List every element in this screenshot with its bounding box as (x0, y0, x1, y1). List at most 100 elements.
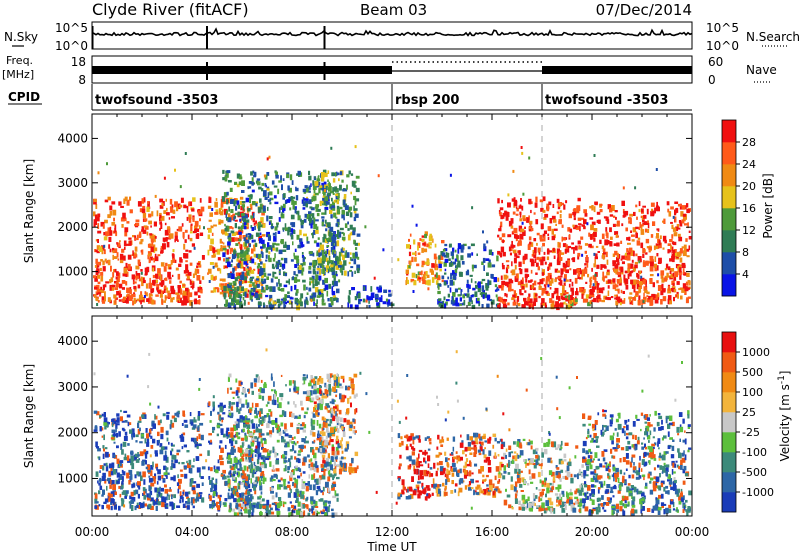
power-cell-1677 (340, 248, 345, 253)
power-cell-410 (183, 295, 186, 302)
velocity-cell-455 (160, 446, 165, 451)
power-cell-2473 (513, 227, 518, 233)
power-cell-1980 (445, 252, 448, 258)
power-cell-2598 (580, 288, 584, 291)
power-cell-1089 (242, 222, 245, 228)
velocity-cell-1514 (274, 399, 277, 405)
velocity-cell-491 (116, 472, 120, 478)
power-cell-1858 (359, 299, 363, 302)
power-cell-1494 (260, 251, 263, 255)
power-cell-680 (217, 267, 220, 272)
power-cell-3205 (674, 252, 677, 256)
velocity-cell-813 (255, 374, 259, 378)
power-colorbar-swatch-3 (722, 208, 736, 231)
power-cell-2672 (657, 265, 659, 271)
velocity-cell-1027 (330, 456, 334, 462)
velocity-cell-199 (108, 463, 113, 469)
velocity-cell-428 (130, 499, 135, 504)
power-cell-2449 (528, 236, 532, 241)
power-cell-1221 (243, 222, 247, 226)
power-cell-2402 (513, 201, 518, 207)
velocity-cell-195 (139, 451, 144, 457)
power-cell-736 (214, 249, 218, 253)
power-cell-527 (104, 295, 106, 302)
power-cell-2663 (603, 295, 608, 300)
velocity-cell-624 (254, 454, 257, 457)
power-cell-204 (170, 207, 174, 213)
power-cell-2720 (679, 203, 682, 210)
power-cell-1823 (319, 200, 324, 204)
velocity-cell-896 (329, 436, 332, 441)
power-cell-2500 (531, 227, 534, 231)
velocity-cell-511 (239, 460, 242, 466)
power-cell-1581 (291, 222, 296, 228)
power-cell-732 (208, 197, 212, 203)
power-cell-3130 (584, 298, 589, 303)
velocity-cell-1465 (302, 471, 306, 474)
velocity-cell-691 (238, 408, 241, 414)
power-cell-2145 (443, 296, 446, 301)
velocity-cell-557 (220, 432, 224, 435)
velocity-cell-233 (192, 424, 197, 429)
velocity-cell-870 (282, 430, 286, 434)
power-cell-1807 (325, 185, 328, 191)
power-cell-435 (192, 197, 196, 202)
power-cell-2023 (437, 290, 441, 295)
power-cell-1160 (232, 289, 235, 292)
velocity-cell-1279 (336, 416, 340, 422)
velocity-cell-821 (232, 508, 236, 512)
power-cell-2088 (485, 258, 490, 261)
velocity-cell-1519 (310, 418, 313, 424)
power-cell-1420 (244, 291, 247, 298)
power-cell-1251 (222, 177, 227, 181)
power-cell-966 (249, 280, 253, 284)
velocity-cell-1338 (294, 442, 297, 446)
power-cell-506 (153, 258, 155, 263)
power-cell-2382 (510, 270, 512, 273)
power-cell-2075 (453, 272, 457, 276)
velocity-cell-304 (156, 493, 159, 498)
velocity-cell-1598 (354, 430, 357, 433)
power-cell-1390 (330, 207, 332, 212)
velocity-cell-412 (113, 454, 116, 458)
power-cell-2810 (596, 299, 600, 303)
power-cell-3133 (672, 283, 675, 286)
power-cell-1865 (347, 297, 351, 303)
power-cell-1283 (278, 288, 283, 291)
power-cell-1895 (423, 248, 428, 253)
power-cell-401 (146, 206, 150, 212)
power-cell-2230 (550, 278, 554, 284)
power-cell-1001 (278, 278, 280, 285)
power-cell-2879 (594, 277, 597, 284)
power-cell-3193 (333, 199, 336, 203)
velocity-cell-1263 (313, 505, 317, 508)
power-cell-1333 (247, 186, 252, 189)
velocity-cell-859 (319, 475, 322, 480)
power-cell-3013 (634, 264, 638, 269)
power-cell-235 (99, 294, 102, 297)
power-cell-2091 (471, 304, 476, 309)
power-cell-2089 (441, 252, 446, 257)
power-cell-3094 (607, 290, 610, 296)
power-cell-2138 (460, 255, 464, 261)
power-cell-370 (175, 292, 180, 295)
power-cell-2126 (487, 279, 490, 286)
power-cell-378 (131, 293, 136, 298)
power-cell-2863 (680, 211, 684, 217)
velocity-cell-296 (200, 476, 204, 479)
velocity-cell-1574 (336, 435, 339, 442)
velocity-cell-1203 (243, 465, 247, 471)
power-cell-2833 (588, 232, 591, 237)
power-cell-2149 (496, 286, 499, 291)
velocity-cell-343 (136, 505, 139, 509)
power-cell-1502 (311, 233, 313, 236)
power-cell-1884 (419, 272, 422, 275)
power-cell-1500 (309, 206, 313, 209)
power-cell-1888 (406, 277, 408, 282)
velocity-cell-533 (222, 412, 226, 415)
velocity-cell-154 (115, 432, 119, 438)
power-cell-1646 (328, 260, 332, 263)
velocity-cell-147 (181, 446, 184, 450)
velocity-cell-733 (239, 463, 242, 470)
power-cell-2408 (544, 261, 547, 265)
